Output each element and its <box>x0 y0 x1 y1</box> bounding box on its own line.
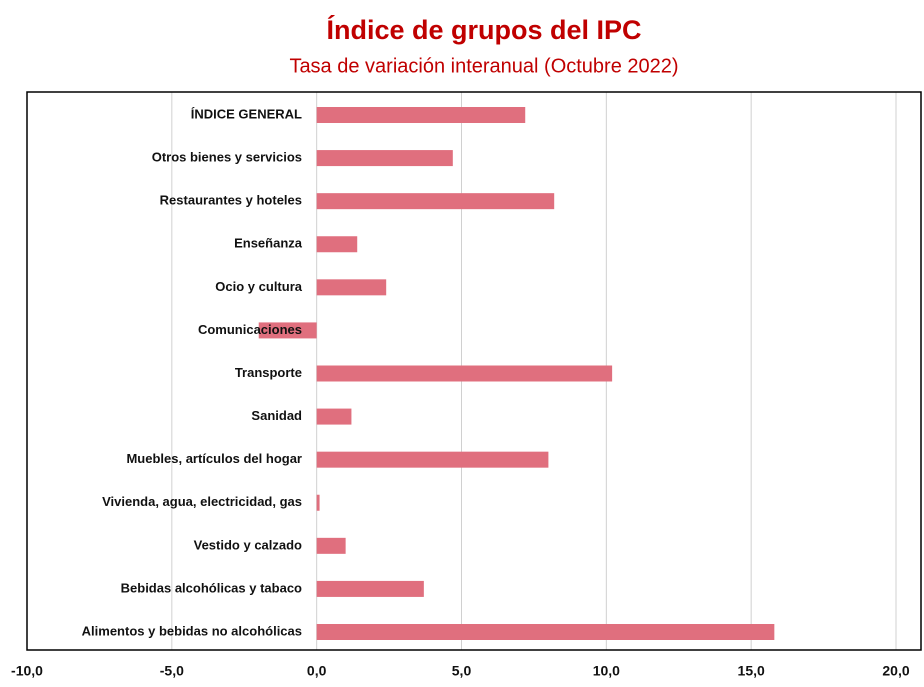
bar <box>316 580 424 597</box>
category-label: Muebles, artículos del hogar <box>126 451 302 466</box>
x-tick-label: 15,0 <box>738 663 765 679</box>
chart-title: Índice de grupos del IPC <box>326 14 641 45</box>
x-tick-label: 0,0 <box>307 663 327 679</box>
bar <box>316 624 775 640</box>
chart-subtitle: Tasa de variación interanual (Octubre 20… <box>289 55 678 77</box>
bar <box>316 537 346 554</box>
category-label: Sanidad <box>251 408 302 423</box>
category-label: Vivienda, agua, electricidad, gas <box>102 494 302 509</box>
bar <box>316 408 352 425</box>
bar <box>316 451 549 468</box>
bar <box>316 193 555 210</box>
category-label: Bebidas alcohólicas y tabaco <box>121 580 302 595</box>
bars <box>258 107 775 640</box>
category-label: Transporte <box>235 365 302 380</box>
category-label: Comunicaciones <box>198 322 302 337</box>
bar <box>316 279 387 296</box>
plot-border <box>26 91 922 651</box>
x-tick-label: -10,0 <box>11 663 43 679</box>
x-tick-label: -5,0 <box>160 663 184 679</box>
category-label: Enseñanza <box>234 236 303 251</box>
bar <box>316 107 526 123</box>
category-label: Restaurantes y hoteles <box>160 193 302 208</box>
category-label: Alimentos y bebidas no alcohólicas <box>82 623 302 638</box>
category-label: Otros bienes y servicios <box>152 150 302 165</box>
bar <box>316 150 453 167</box>
x-tick-label: 5,0 <box>452 663 472 679</box>
x-tick-label: 20,0 <box>882 663 909 679</box>
x-tick-label: 10,0 <box>593 663 620 679</box>
labels: -10,0 -5,0 0,0 5,0 10,0 15,0 20,0 ÍNDICE GENERA… <box>11 106 910 678</box>
category-label: Ocio y cultura <box>215 279 302 294</box>
bar <box>316 236 358 253</box>
bar <box>316 494 320 511</box>
category-label: ÍNDICE GENERAL <box>191 106 302 121</box>
bar <box>258 322 317 339</box>
category-label: Vestido y calzado <box>194 537 302 552</box>
bar <box>316 365 613 382</box>
